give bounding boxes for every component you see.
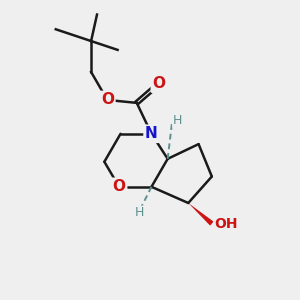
Text: O: O <box>101 92 114 107</box>
Text: OH: OH <box>214 217 238 231</box>
Text: H: H <box>173 114 182 127</box>
Text: O: O <box>112 179 126 194</box>
Polygon shape <box>188 203 214 226</box>
Text: O: O <box>152 76 165 91</box>
Text: N: N <box>145 126 158 141</box>
Text: H: H <box>135 206 144 219</box>
